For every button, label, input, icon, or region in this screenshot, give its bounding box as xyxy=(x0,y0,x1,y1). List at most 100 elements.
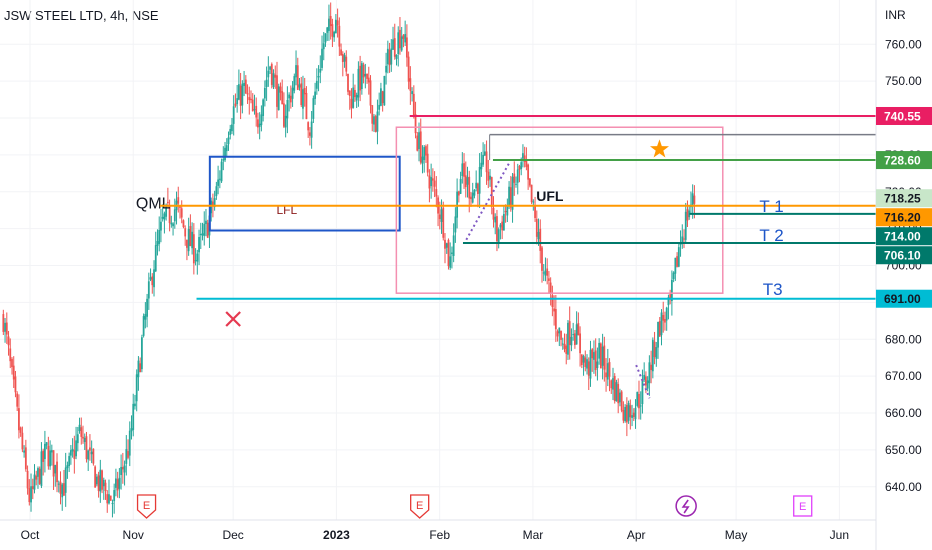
candle-body xyxy=(677,247,680,267)
candle-body xyxy=(2,314,5,332)
candle-body xyxy=(672,272,675,279)
candle-body xyxy=(102,479,105,487)
candle-body xyxy=(101,470,103,490)
candle-body xyxy=(341,53,344,63)
candle-body xyxy=(21,432,24,450)
candle-body xyxy=(359,65,362,91)
event-marker-earnings: E xyxy=(410,494,430,519)
candle-body xyxy=(80,427,83,437)
ufl-zone-box[interactable] xyxy=(395,126,724,294)
price-label-tag: 718.25 xyxy=(876,189,932,208)
candle-body xyxy=(146,298,148,317)
candle-body xyxy=(227,137,230,145)
candle-body xyxy=(106,494,109,504)
candle-body xyxy=(518,165,521,170)
candle-body xyxy=(575,324,578,345)
candle-body xyxy=(243,82,245,87)
candle-body xyxy=(528,178,531,186)
candle-body xyxy=(54,465,57,474)
candle-body xyxy=(206,222,209,238)
candle-body xyxy=(37,468,39,477)
candle-body xyxy=(11,358,13,368)
candle-body xyxy=(480,162,483,170)
candle-body xyxy=(617,384,620,404)
candle-body xyxy=(42,450,45,462)
candle-body xyxy=(224,147,226,161)
candle-body xyxy=(645,376,647,386)
candle-body xyxy=(144,314,147,320)
candle-body xyxy=(643,374,646,380)
candle-body xyxy=(315,80,318,89)
candle-body xyxy=(452,235,455,256)
svg-text:714.00: 714.00 xyxy=(884,230,921,244)
candle-body xyxy=(693,195,696,204)
target-t3-label: T3 xyxy=(763,280,783,299)
candle-body xyxy=(631,415,633,418)
candle-body xyxy=(14,376,17,393)
candle-body xyxy=(573,333,576,346)
price-axis-bg xyxy=(876,0,932,550)
candle-body xyxy=(234,103,237,106)
candle-body xyxy=(511,176,514,210)
candle-body xyxy=(295,65,297,78)
chart-grid xyxy=(0,0,876,520)
candle-body xyxy=(38,468,41,484)
candle-body xyxy=(456,191,459,218)
candle-body xyxy=(586,359,588,369)
candle-body xyxy=(66,465,69,469)
candle-body xyxy=(383,75,386,106)
candle-body xyxy=(260,114,263,126)
candle-body xyxy=(76,434,79,444)
candle-body xyxy=(506,205,509,216)
candle-body xyxy=(251,99,254,112)
x-tick-label: Mar xyxy=(523,528,544,542)
candle-body xyxy=(584,357,587,367)
candle-body xyxy=(296,65,299,90)
candle-body xyxy=(558,327,561,334)
candle-body xyxy=(30,486,32,503)
candle-body xyxy=(542,272,545,274)
candle-body xyxy=(425,146,427,156)
candle-body xyxy=(385,65,388,73)
candle-body xyxy=(579,333,581,354)
candle-body xyxy=(691,193,694,207)
candle-body xyxy=(632,412,635,417)
svg-text:706.10: 706.10 xyxy=(884,249,921,263)
x-tick-label: Oct xyxy=(21,528,40,542)
candle-body xyxy=(492,207,495,220)
lfl-zone-box[interactable] xyxy=(208,155,401,232)
candle-body xyxy=(269,66,271,70)
candle-body xyxy=(622,410,625,421)
candle-body xyxy=(388,49,391,66)
candle-body xyxy=(78,424,81,431)
y-tick-label: 750.00 xyxy=(885,74,922,88)
candle-body xyxy=(411,91,413,95)
candle-body xyxy=(405,37,408,58)
candle-body xyxy=(601,346,604,366)
candle-body xyxy=(293,76,296,91)
candle-body xyxy=(196,253,199,262)
candle-body xyxy=(127,451,129,458)
candle-body xyxy=(186,239,188,248)
candle-body xyxy=(281,91,284,105)
candle-body xyxy=(199,234,202,236)
candle-body xyxy=(451,252,453,254)
candle-body xyxy=(366,73,368,79)
candle-body xyxy=(170,222,173,225)
candle-body xyxy=(236,98,239,105)
candle-body xyxy=(374,116,377,133)
candle-body xyxy=(475,182,478,189)
candle-body xyxy=(153,269,155,288)
candle-body xyxy=(123,465,126,473)
candle-body xyxy=(286,99,289,119)
candle-body xyxy=(59,481,62,494)
candle-body xyxy=(570,336,573,346)
candle-body xyxy=(115,478,117,488)
candle-body xyxy=(237,84,240,100)
candle-body xyxy=(454,216,457,233)
candle-body xyxy=(606,363,609,380)
x-tick-label: Jun xyxy=(830,528,849,542)
candle-body xyxy=(466,177,469,185)
